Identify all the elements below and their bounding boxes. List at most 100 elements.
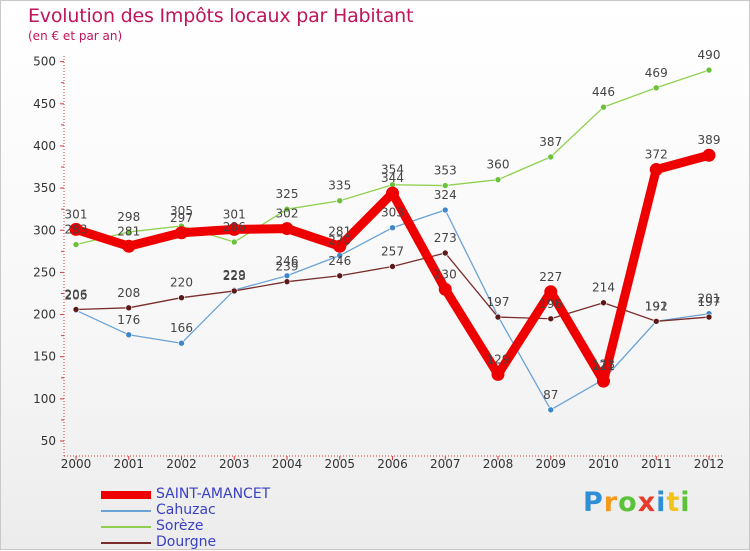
logo-letter: i	[680, 487, 691, 518]
y-tick-label: 250	[33, 265, 56, 279]
data-point	[283, 278, 291, 285]
chart-subtitle: (en € et par an)	[28, 29, 123, 43]
data-point	[652, 84, 660, 92]
data-label: 301	[65, 207, 88, 221]
legend-item: Dourgne	[101, 534, 361, 551]
data-point	[494, 313, 502, 321]
data-label: 230	[434, 267, 457, 281]
data-point	[72, 241, 80, 248]
data-label: 123	[592, 357, 615, 371]
data-label: 446	[592, 85, 615, 99]
legend-label: Cahuzac	[156, 502, 216, 518]
y-tick-label: 150	[33, 350, 56, 364]
data-label: 214	[592, 281, 615, 295]
data-label: 197	[487, 295, 510, 309]
data-point	[178, 339, 185, 347]
data-label: 246	[276, 254, 299, 268]
legend-swatch	[101, 526, 151, 528]
legend-label: Dourgne	[156, 534, 217, 550]
data-label: 87	[543, 388, 558, 402]
data-point	[600, 103, 607, 111]
data-point	[336, 197, 344, 205]
x-tick-label: 2006	[377, 457, 408, 471]
legend: SAINT-AMANCET Cahuzac Sorèze Dourgne	[101, 486, 361, 551]
data-label: 228	[223, 269, 246, 283]
data-point	[600, 299, 607, 307]
data-label: 490	[698, 48, 721, 62]
y-tick-label: 450	[33, 97, 56, 111]
data-label: 229	[223, 268, 246, 282]
proxiti-logo: Proxiti	[583, 487, 691, 518]
data-label: 353	[434, 164, 457, 178]
data-point	[547, 315, 555, 323]
data-label: 197	[698, 295, 721, 309]
y-tick-label: 350	[33, 181, 56, 195]
y-tick-label: 300	[33, 223, 56, 237]
x-tick-label: 2003	[219, 457, 250, 471]
data-point	[649, 163, 663, 177]
data-label: 192	[645, 299, 668, 313]
logo-letter: P	[583, 487, 604, 518]
y-tick-label: 400	[33, 139, 56, 153]
y-tick-label: 200	[33, 308, 56, 322]
y-tick-label: 50	[41, 434, 56, 448]
data-label: 301	[223, 207, 246, 221]
data-label: 360	[487, 158, 510, 172]
data-point	[597, 374, 610, 388]
legend-swatch	[101, 542, 151, 544]
legend-item: Sorèze	[101, 518, 361, 535]
data-point	[441, 182, 449, 189]
data-point	[283, 205, 291, 213]
data-point	[389, 263, 396, 270]
data-point	[125, 304, 133, 312]
data-point	[702, 148, 716, 162]
data-label: 227	[539, 270, 562, 284]
data-label: 389	[698, 133, 721, 147]
x-tick-label: 2011	[641, 457, 672, 471]
data-label: 286	[223, 220, 246, 234]
x-tick-label: 2007	[430, 457, 461, 471]
data-label: 344	[381, 171, 404, 185]
x-tick-label: 2000	[61, 457, 92, 471]
y-tick-label: 500	[33, 55, 56, 69]
data-point	[122, 239, 136, 253]
logo-letter: o	[618, 487, 638, 518]
data-label: 354	[381, 163, 404, 177]
data-label: 176	[117, 313, 140, 327]
data-point	[547, 406, 555, 414]
x-tick-label: 2001	[113, 457, 144, 471]
x-tick-label: 2004	[272, 457, 303, 471]
data-label: 273	[434, 231, 457, 245]
data-label: 387	[539, 135, 562, 149]
data-point	[178, 294, 185, 301]
data-label: 283	[65, 223, 88, 237]
data-label: 270	[328, 234, 351, 248]
data-label: 305	[170, 204, 193, 218]
data-point	[494, 176, 502, 183]
data-point	[125, 331, 133, 339]
data-label: 201	[698, 292, 721, 306]
x-tick-label: 2010	[588, 457, 619, 471]
data-point	[227, 222, 241, 236]
data-point	[389, 224, 396, 232]
data-label: 239	[276, 260, 299, 274]
x-tick-label: 2009	[535, 457, 566, 471]
chart-title: Evolution des Impôts locaux par Habitant	[28, 5, 414, 27]
data-point	[125, 228, 133, 236]
legend-item: SAINT-AMANCET	[101, 486, 361, 503]
data-label: 372	[645, 148, 668, 162]
legend-label: Sorèze	[156, 518, 204, 534]
x-tick-label: 2002	[166, 457, 197, 471]
data-point	[547, 153, 555, 161]
x-tick-label: 2012	[694, 457, 725, 471]
data-point	[175, 226, 188, 240]
x-tick-label: 2008	[483, 457, 514, 471]
logo-letter: i	[656, 487, 667, 518]
data-label: 257	[381, 244, 404, 258]
data-label: 220	[170, 276, 193, 290]
data-label: 281	[328, 224, 351, 238]
data-point	[544, 285, 558, 299]
data-label: 121	[592, 359, 615, 373]
logo-letter: x	[637, 487, 657, 518]
